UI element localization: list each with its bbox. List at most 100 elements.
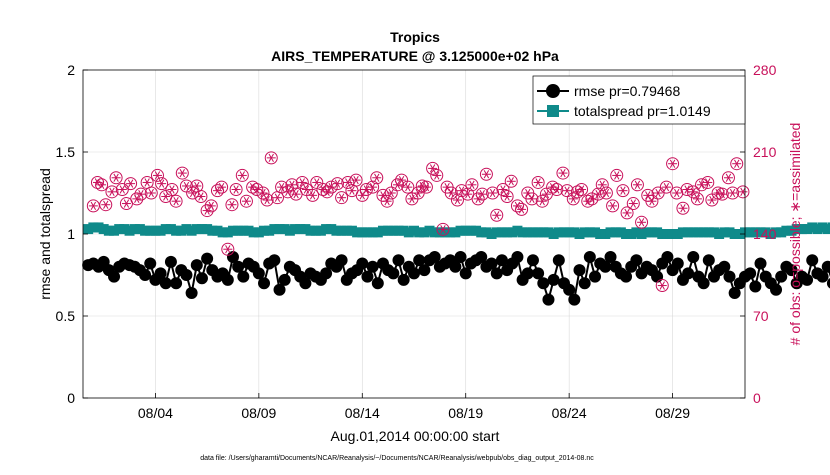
obs-assimilated-star xyxy=(578,185,585,194)
rmse-point xyxy=(526,254,539,267)
totalspread-point xyxy=(279,224,290,235)
totalspread-point xyxy=(377,225,388,236)
obs-assimilated-star xyxy=(535,178,541,187)
rmse-point xyxy=(589,270,602,283)
totalspread-point xyxy=(398,225,409,236)
x-tick-label: 08/09 xyxy=(241,405,276,421)
obs-possible-circle xyxy=(490,208,504,222)
obs-marker xyxy=(680,182,694,196)
obs-possible-circle xyxy=(426,161,440,175)
y-tick-label: 0 xyxy=(67,390,75,406)
rmse-point xyxy=(749,280,762,293)
rmse-point xyxy=(728,287,741,300)
totalspread-point xyxy=(791,224,802,235)
obs-marker xyxy=(455,184,469,198)
obs-assimilated-star xyxy=(494,211,500,220)
obs-marker xyxy=(330,177,344,191)
rmse-point xyxy=(599,260,612,273)
totalspread-point xyxy=(631,227,642,238)
obs-assimilated-star xyxy=(663,182,670,192)
totalspread-point xyxy=(290,224,301,235)
obs-possible-circle xyxy=(175,166,189,180)
obs-possible-circle xyxy=(450,193,464,207)
y-tick-label: 0.5 xyxy=(56,308,76,324)
obs-assimilated-star xyxy=(508,177,514,186)
obs-assimilated-star xyxy=(103,200,109,209)
totalspread-point xyxy=(538,227,549,238)
obs-marker xyxy=(215,180,229,194)
rmse-point xyxy=(542,293,555,306)
totalspread-point xyxy=(341,225,352,236)
obs-possible-circle xyxy=(606,199,620,213)
totalspread-point xyxy=(217,227,228,238)
totalspread-point xyxy=(734,229,745,239)
totalspread-point xyxy=(393,225,404,236)
y2-tick-label: 280 xyxy=(753,62,777,78)
totalspread-point xyxy=(677,227,688,238)
obs-assimilated-star xyxy=(634,180,641,189)
totalspread-point xyxy=(771,227,782,238)
obs-possible-circle xyxy=(281,185,295,199)
totalspread-point xyxy=(207,225,218,236)
obs-possible-circle xyxy=(204,199,218,213)
rmse-point xyxy=(356,257,369,270)
obs-marker xyxy=(496,182,510,196)
totalspread-point xyxy=(512,225,523,236)
obs-assimilated-star xyxy=(620,186,626,195)
totalspread-point xyxy=(362,227,373,238)
obs-assimilated-star xyxy=(119,185,125,194)
obs-assimilated-star xyxy=(334,179,341,188)
obs-marker xyxy=(610,168,624,182)
obs-possible-circle xyxy=(504,174,518,188)
chart-title: Tropics xyxy=(390,29,440,45)
totalspread-point xyxy=(414,227,425,238)
obs-assimilated-star xyxy=(380,191,386,200)
totalspread-point xyxy=(129,224,140,235)
obs-assimilated-star xyxy=(268,153,274,163)
totalspread-point xyxy=(315,225,326,236)
obs-assimilated-star xyxy=(303,185,310,194)
obs-possible-circle xyxy=(479,167,493,181)
x-tick-label: 08/19 xyxy=(448,405,483,421)
obs-assimilated-star xyxy=(458,186,465,195)
rmse-point xyxy=(511,250,524,263)
totalspread-point xyxy=(765,229,776,239)
obs-marker xyxy=(645,194,659,208)
obs-assimilated-star xyxy=(109,187,115,196)
obs-assimilated-star xyxy=(183,181,190,191)
obs-marker xyxy=(490,208,504,222)
y2-axis-label: # of obs: o=possible; ∗=assimilated xyxy=(787,123,803,346)
totalspread-point xyxy=(641,227,652,238)
obs-assimilated-star xyxy=(229,200,235,209)
totalspread-point xyxy=(502,227,513,238)
rmse-point xyxy=(563,283,576,296)
obs-assimilated-star xyxy=(669,159,676,168)
rmse-point xyxy=(495,254,508,267)
totalspread-point xyxy=(336,225,347,236)
obs-possible-circle xyxy=(134,187,148,201)
totalspread-point xyxy=(248,227,259,238)
totalspread-point xyxy=(150,225,161,236)
totalspread-series xyxy=(83,222,830,239)
obs-assimilated-star xyxy=(518,205,525,214)
rmse-point xyxy=(201,252,214,265)
obs-possible-circle xyxy=(324,180,338,194)
obs-assimilated-star xyxy=(624,208,630,218)
obs-possible-circle xyxy=(599,186,613,200)
obs-marker xyxy=(426,161,440,175)
obs-assimilated-star xyxy=(609,201,616,211)
totalspread-point xyxy=(140,225,151,236)
obs-marker xyxy=(419,180,433,194)
totalspread-point xyxy=(491,227,502,238)
obs-marker xyxy=(401,180,415,194)
totalspread-point xyxy=(326,224,337,235)
obs-possible-circle xyxy=(695,178,709,192)
obs-marker xyxy=(616,184,630,198)
obs-assimilated-star xyxy=(299,178,305,187)
rmse-point xyxy=(449,260,462,273)
obs-assimilated-star xyxy=(349,186,355,195)
totalspread-point xyxy=(827,222,830,233)
obs-marker xyxy=(86,199,100,213)
totalspread-point xyxy=(222,227,233,238)
totalspread-point xyxy=(253,227,264,238)
